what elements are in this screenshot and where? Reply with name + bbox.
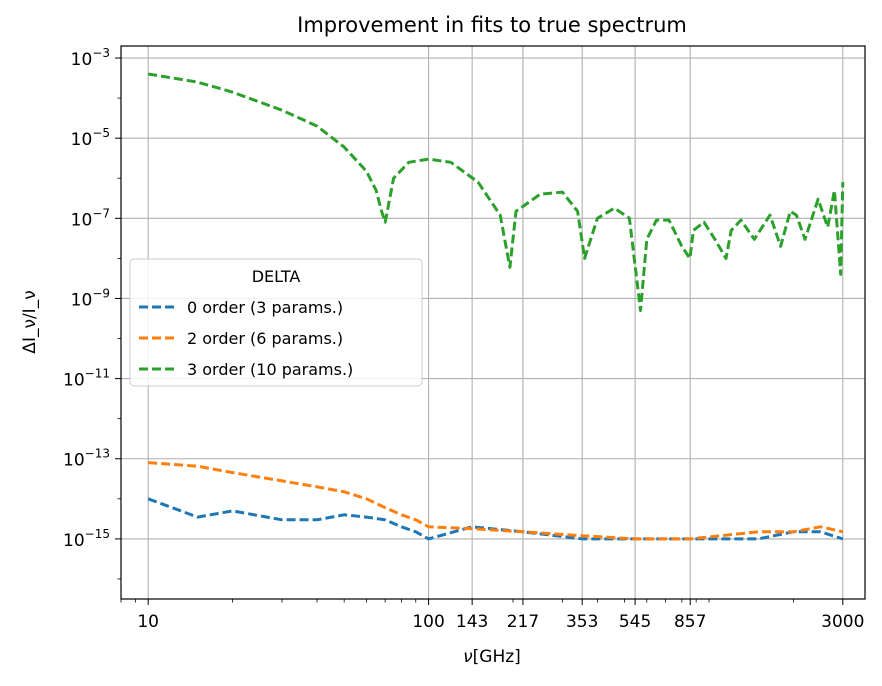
legend-label-1: 2 order (6 params.) bbox=[187, 329, 343, 348]
x-axis-label: ν[GHz] bbox=[463, 647, 521, 667]
x-tick-label: 217 bbox=[507, 612, 539, 632]
y-tick-label: 10−11 bbox=[63, 367, 110, 391]
series-line-0 bbox=[147, 497, 844, 541]
x-tick-label: 10 bbox=[137, 612, 159, 632]
legend-label-2: 3 order (10 params.) bbox=[187, 360, 353, 379]
x-tick-label: 353 bbox=[566, 612, 598, 632]
x-axis-label-symbol: ν bbox=[463, 647, 473, 667]
series-layer bbox=[147, 72, 845, 541]
x-tick-label: 3000 bbox=[821, 612, 864, 632]
x-tick-label: 100 bbox=[412, 612, 444, 632]
x-axis-label-unit: [GHz] bbox=[473, 647, 521, 667]
legend-title: DELTA bbox=[252, 267, 301, 286]
grid-layer bbox=[121, 46, 865, 599]
y-tick-label: 10−3 bbox=[71, 46, 110, 70]
y-tick-label: 10−13 bbox=[63, 447, 110, 471]
x-tick-label: 143 bbox=[456, 612, 488, 632]
legend-items: 0 order (3 params.) 2 order (6 params.) 3 … bbox=[139, 298, 353, 379]
x-tick-label: 545 bbox=[619, 612, 651, 632]
y-tick-label: 10−7 bbox=[71, 206, 110, 230]
tick-layer: 10 100 143 217 353 545 857 3000 10−3 10−5 10−7 10−9… bbox=[63, 46, 864, 632]
series-line-2 bbox=[147, 72, 845, 312]
legend-box bbox=[129, 258, 423, 387]
chart-title: Improvement in fits to true spectrum bbox=[297, 13, 687, 37]
x-tick-label: 857 bbox=[674, 612, 706, 632]
plot-frame bbox=[120, 45, 866, 600]
legend-label-0: 0 order (3 params.) bbox=[187, 298, 343, 317]
y-axis-label: ΔI_ν/I_ν bbox=[20, 290, 40, 353]
y-tick-label: 10−15 bbox=[63, 527, 110, 551]
legend: DELTA 0 order (3 params.) 2 order (6 para… bbox=[129, 258, 423, 387]
y-tick-label: 10−9 bbox=[71, 286, 110, 310]
y-tick-label: 10−5 bbox=[71, 126, 110, 150]
